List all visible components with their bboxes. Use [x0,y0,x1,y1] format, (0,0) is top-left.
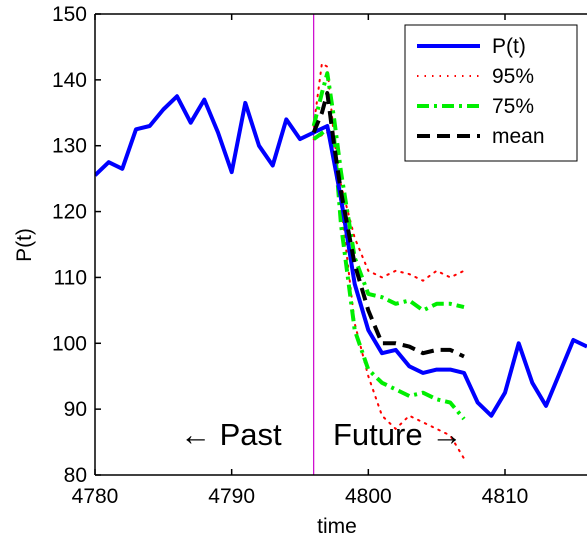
x-tick-label: 4780 [72,485,119,508]
x-tick-label: 4790 [208,485,255,508]
legend-label-p-t: P(t) [492,35,526,58]
legend-label-75pct: 75% [492,95,534,118]
y-tick-label: 140 [52,69,87,92]
series-75pct-upper-line [311,71,465,313]
legend: P(t) 95% 75% mean [404,24,578,162]
x-axis-label: time [317,515,357,538]
y-axis-label: P(t) [13,228,36,262]
y-tick-label: 80 [64,464,87,487]
x-tick-label: 4800 [345,485,392,508]
past-annotation: ← Past [180,417,282,452]
x-tick-label: 4810 [482,485,529,508]
y-tick-label: 100 [52,332,87,355]
y-tick-label: 130 [52,135,87,158]
y-tick-label: 120 [52,201,87,224]
legend-label-95pct: 95% [492,65,534,88]
future-annotation: Future → [333,417,462,452]
y-tick-label: 110 [54,266,87,289]
y-tick-label: 150 [52,3,87,26]
legend-label-mean: mean [492,125,545,148]
series-mean-line [311,91,465,359]
y-tick-label: 90 [64,398,87,421]
